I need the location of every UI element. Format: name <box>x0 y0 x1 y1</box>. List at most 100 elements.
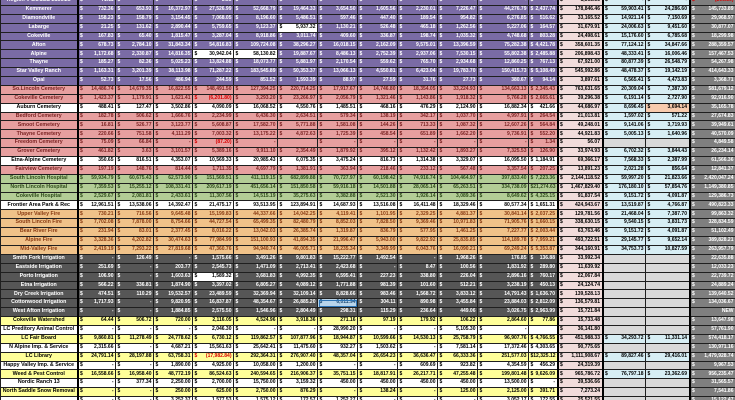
value-cell[interactable]: $48,333.41 <box>602 49 646 60</box>
value-cell[interactable]: $16,558.66 <box>77 369 116 380</box>
value-cell[interactable]: $3,287.04 <box>192 31 234 42</box>
value-cell[interactable] <box>528 324 559 335</box>
value-cell[interactable]: $19,783.70 <box>437 67 478 78</box>
value-cell[interactable]: $4,881.37 <box>437 209 478 220</box>
value-cell[interactable]: $19,532.57 <box>153 289 193 300</box>
value-cell[interactable]: $4,354.59 <box>477 360 529 371</box>
value-cell[interactable]: $167.83 <box>77 31 116 42</box>
value-cell[interactable]: $15,721.84 <box>557 307 604 318</box>
value-cell[interactable]: $106.90 <box>77 271 116 282</box>
value-cell[interactable]: $16,006.46 <box>645 49 691 60</box>
value-cell[interactable]: $8,016.22 <box>192 227 234 238</box>
value-cell[interactable]: $106.22 <box>437 316 478 326</box>
value-cell[interactable]: $1,163.31 <box>77 67 116 78</box>
value-cell[interactable]: $26,654.23 <box>357 351 398 362</box>
value-cell[interactable]: $59,997.20 <box>602 173 646 184</box>
value-cell[interactable]: $65,263.51 <box>437 182 478 193</box>
value-cell[interactable]: $24,006.63 <box>602 22 646 33</box>
value-cell[interactable]: $344,160.91 <box>557 244 604 255</box>
value-cell[interactable]: $77,124.12 <box>602 40 646 51</box>
value-cell[interactable]: $57,854.76 <box>645 182 691 193</box>
value-cell[interactable]: $923.82 <box>437 360 478 371</box>
value-cell[interactable]: $7,702.08 <box>77 218 116 229</box>
value-cell[interactable]: $932.27 <box>317 342 358 353</box>
value-cell[interactable]: $1,725.39 <box>317 129 358 140</box>
value-cell[interactable]: $493,722.51 <box>557 236 604 246</box>
value-cell[interactable]: $- <box>115 307 154 318</box>
value-cell[interactable]: $24,889.24 <box>689 280 735 291</box>
value-cell[interactable]: $760.17 <box>528 271 559 282</box>
value-cell[interactable]: $16,372.97 <box>153 4 193 15</box>
entity-name-cell[interactable]: So.Lincoln Cemetery <box>0 84 79 95</box>
value-cell[interactable]: $2,890.44 <box>153 22 193 33</box>
value-cell[interactable]: $30,474.63 <box>153 236 193 246</box>
value-cell[interactable]: $3,918.36 <box>277 316 318 326</box>
value-cell[interactable]: $139,640.52 <box>689 289 735 300</box>
value-cell[interactable]: $1,597.02 <box>602 111 646 122</box>
value-cell[interactable]: $414,643.33 <box>689 67 735 78</box>
value-cell[interactable]: $4,766.87 <box>645 200 691 211</box>
value-cell[interactable]: $18,299.98 <box>689 31 735 42</box>
value-cell[interactable]: $22,635.88 <box>689 253 735 264</box>
value-cell[interactable]: $7,003.32 <box>192 129 234 140</box>
value-cell[interactable]: $24,319.39 <box>557 360 604 371</box>
value-cell[interactable]: $54,816.83 <box>192 40 234 51</box>
value-cell[interactable]: $63,758.31 <box>153 351 193 362</box>
value-cell[interactable]: $377.34 <box>115 378 154 389</box>
value-cell[interactable]: $1,605.56 <box>357 4 398 15</box>
value-cell[interactable]: $16,068.52 <box>233 102 278 113</box>
value-cell[interactable]: $91,837.54 <box>557 191 604 202</box>
value-cell[interactable]: $5,005.13 <box>602 129 646 140</box>
value-cell[interactable]: $4,111.29 <box>153 129 193 140</box>
value-cell[interactable]: $48,354.67 <box>233 298 278 309</box>
value-cell[interactable]: $304.11 <box>357 298 398 309</box>
entity-name-cell[interactable]: Opal <box>0 76 79 86</box>
value-cell[interactable]: $713.33 <box>397 120 438 131</box>
value-cell[interactable]: $59,934.79 <box>77 173 116 184</box>
value-cell[interactable]: $4,748.68 <box>477 31 529 42</box>
value-cell[interactable]: $131.62 <box>115 22 154 33</box>
value-cell[interactable]: $138.19 <box>357 111 398 122</box>
value-cell[interactable] <box>602 298 646 309</box>
value-cell[interactable]: $1,467,829.40 <box>557 182 604 193</box>
value-cell[interactable]: $488.41 <box>77 102 116 113</box>
entity-name-cell[interactable]: Cokeville Hospital <box>0 191 79 202</box>
value-cell[interactable]: $1,603.63 <box>153 271 193 282</box>
value-cell[interactable]: $126.49 <box>115 253 154 264</box>
value-cell[interactable]: $25,758.79 <box>437 333 478 344</box>
value-cell[interactable]: $3,654.50 <box>317 4 358 15</box>
value-cell[interactable]: $506.72 <box>115 316 154 326</box>
value-cell[interactable] <box>602 316 646 326</box>
value-cell[interactable]: $1,589.32 <box>192 271 234 282</box>
value-cell[interactable]: $44,686.97 <box>557 102 604 113</box>
value-cell[interactable]: $397,833.40 <box>477 173 529 184</box>
value-cell[interactable]: $9,967.53 <box>689 360 735 371</box>
value-cell[interactable]: $21,013.81 <box>557 111 604 122</box>
entity-name-cell[interactable]: Region V BOCES 2166.25 <box>0 0 79 6</box>
value-cell[interactable]: $178,846.46 <box>557 4 604 15</box>
value-cell[interactable]: $3,455.84 <box>437 298 478 309</box>
value-cell[interactable]: $678.73 <box>77 40 116 51</box>
value-cell[interactable]: $506.62 <box>115 111 154 122</box>
value-cell[interactable]: $33,974.93 <box>557 147 604 158</box>
value-cell[interactable]: $3,052.17 <box>477 396 529 400</box>
value-cell[interactable]: $8,754.66 <box>153 218 193 229</box>
value-cell[interactable]: $5,105.30 <box>437 324 478 335</box>
value-cell[interactable]: $145,733.89 <box>689 4 735 15</box>
value-cell[interactable]: $7,223.36 <box>528 173 559 184</box>
value-cell[interactable]: $69,249.24 <box>477 244 529 255</box>
value-cell[interactable]: $216,906.37 <box>277 369 318 380</box>
value-cell[interactable]: $67,921.00 <box>557 58 604 69</box>
value-cell[interactable]: $1,546.96 <box>233 307 278 318</box>
value-cell[interactable]: $198.74 <box>397 31 438 42</box>
value-cell[interactable]: $1,874.90 <box>153 280 193 291</box>
value-cell[interactable]: $27.73 <box>437 76 478 86</box>
value-cell[interactable]: $6,043.76 <box>397 244 438 255</box>
value-cell[interactable]: $288,359.57 <box>689 40 735 51</box>
value-cell[interactable]: $148.76 <box>115 164 154 175</box>
value-cell[interactable]: $65,499.35 <box>233 218 278 229</box>
value-cell[interactable]: $77.86 <box>528 316 559 326</box>
value-cell[interactable]: $1,926.14 <box>397 191 438 202</box>
value-cell[interactable]: $2,529.67 <box>77 191 116 202</box>
value-cell[interactable]: $263,957.79 <box>689 244 735 255</box>
